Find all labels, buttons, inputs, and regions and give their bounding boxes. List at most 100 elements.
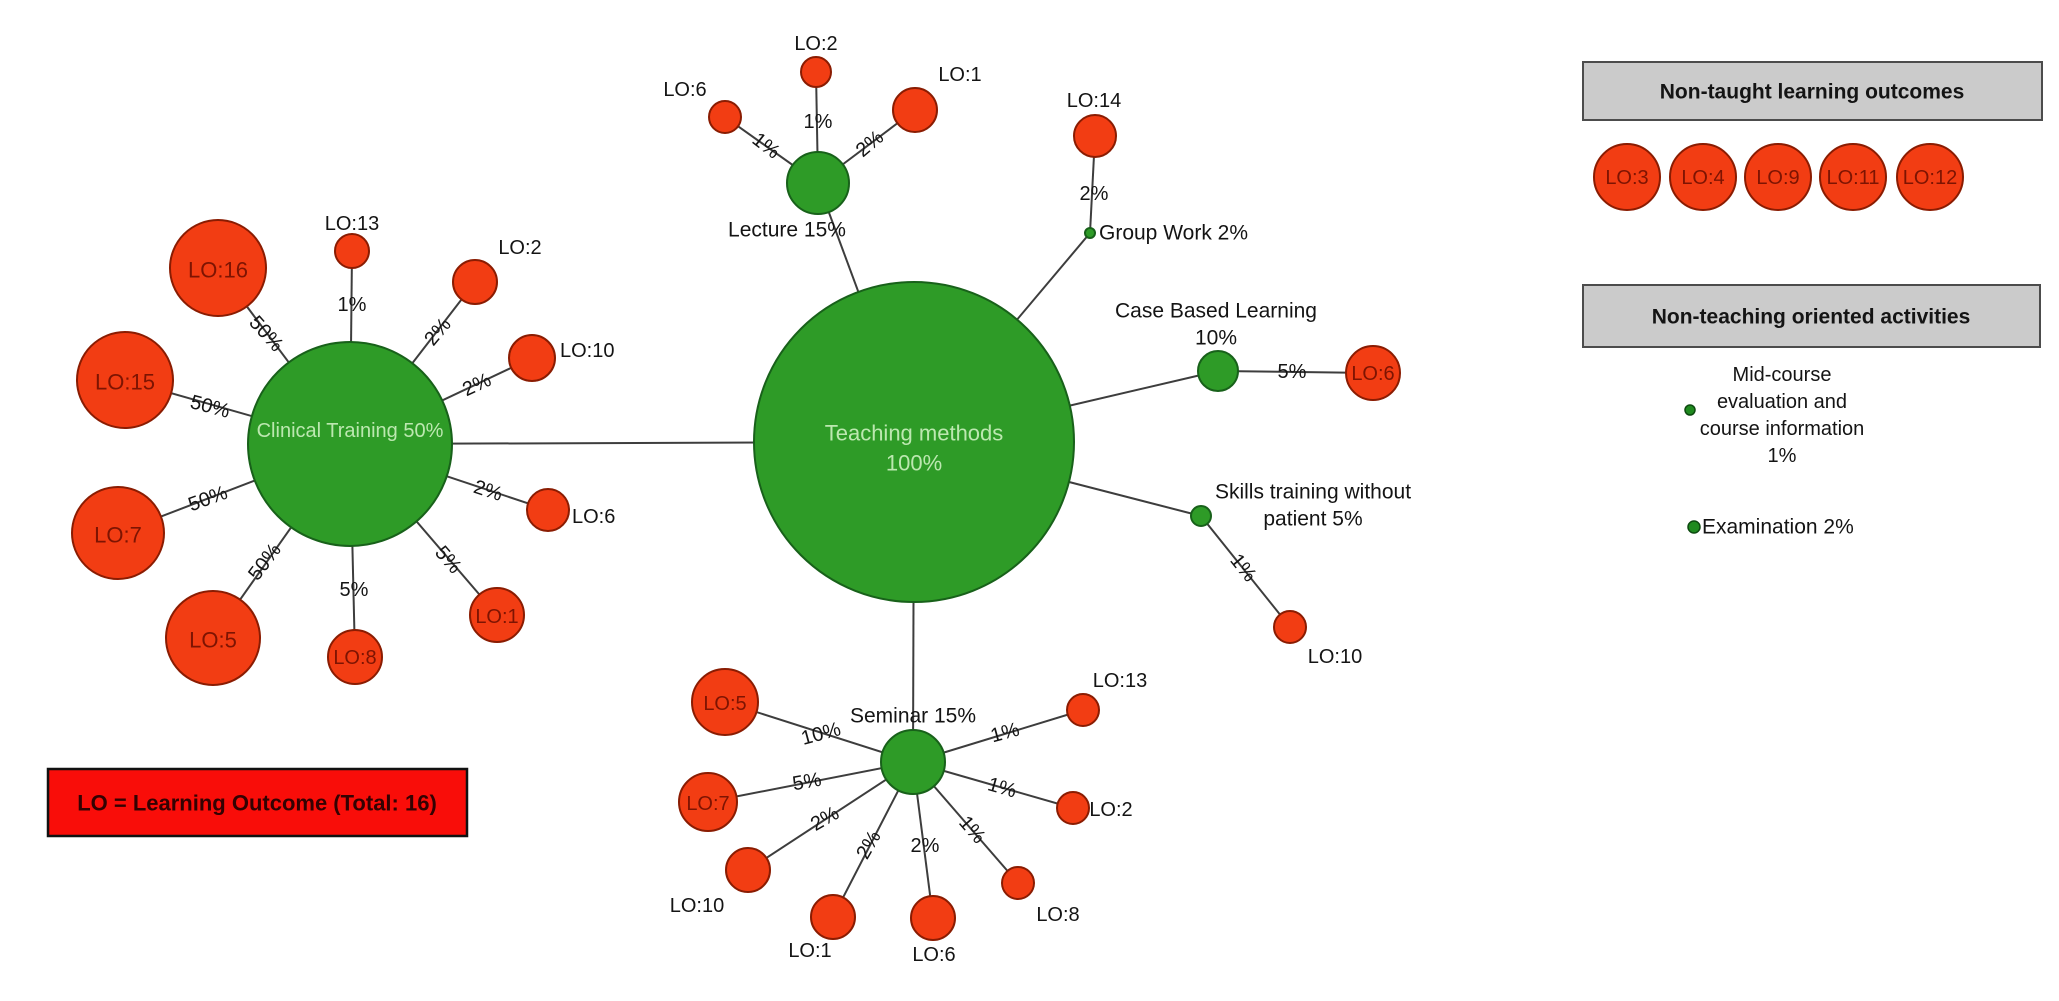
node-skills-training (1190, 505, 1212, 527)
lecture-lo1-label: LO:1 (938, 64, 981, 86)
examination-label: Examination 2% (1702, 516, 1854, 539)
clinical-lo8-label: LO:8 (333, 647, 376, 669)
seminar-lo6-label: LO:6 (912, 944, 955, 966)
skills-label-line2: patient 5% (1263, 508, 1362, 531)
seminar-lo10-label: LO:10 (670, 895, 724, 917)
node-clinical-lo16 (169, 219, 267, 317)
node-seminar-lo7 (678, 772, 738, 832)
node-non-taught-lo12 (1896, 143, 1964, 211)
node-clinical-training (247, 341, 453, 547)
seminar-lo5-label: LO:5 (703, 693, 746, 715)
non-taught-title: Non-taught learning outcomes (1660, 81, 1965, 104)
pct-clinical-lo5: 50% (244, 539, 286, 584)
non-taught-lo12-label: LO:12 (1903, 167, 1957, 189)
pct-clinical-lo13: 1% (338, 294, 367, 316)
node-seminar-lo13 (1066, 693, 1100, 727)
node-lecture-lo1 (892, 87, 938, 133)
pct-case-based-lo6: 5% (1278, 361, 1307, 383)
pct-seminar-lo10: 2% (807, 802, 843, 836)
pct-clinical-lo16: 50% (244, 312, 287, 357)
node-seminar-lo10 (725, 847, 771, 893)
mid-course-line3: course information (1700, 418, 1865, 440)
pct-seminar-lo8: 1% (954, 812, 990, 848)
mid-course-line1: Mid-course (1733, 364, 1832, 386)
pct-seminar-lo5: 10% (799, 718, 844, 750)
node-case-based-lo6 (1345, 345, 1401, 401)
node-seminar-lo5 (691, 668, 759, 736)
node-case-based-learning (1197, 350, 1239, 392)
clinical-lo10-label: LO:10 (560, 340, 614, 362)
non-teaching-title: Non-teaching oriented activities (1652, 306, 1971, 329)
legend: LO = Learning Outcome (Total: 16) (46, 767, 469, 838)
pct-clinical-lo15: 50% (188, 391, 233, 423)
skills-label-line1: Skills training without (1215, 481, 1411, 504)
node-group-work-lo14 (1073, 114, 1117, 158)
node-teaching-methods (753, 281, 1075, 603)
seminar-lo1-label: LO:1 (788, 940, 831, 962)
pct-seminar-lo6: 2% (911, 835, 940, 857)
clinical-lo1-label: LO:1 (475, 606, 518, 628)
node-lecture-lo6 (708, 100, 742, 134)
node-non-taught-lo11 (1819, 143, 1887, 211)
clinical-lo6-label: LO:6 (572, 506, 615, 528)
clinical-lo13-label: LO:13 (325, 213, 379, 235)
clinical-lo16-label: LO:16 (188, 258, 248, 283)
legend-text: LO = Learning Outcome (Total: 16) (77, 791, 437, 816)
nodes (71, 56, 1401, 941)
clinical-training-label: Clinical Training 50% (257, 420, 444, 442)
node-lecture (786, 151, 850, 215)
node-clinical-lo10 (508, 334, 556, 382)
group-work-lo14-label: LO:14 (1067, 90, 1121, 112)
node-clinical-lo6 (526, 488, 570, 532)
node-seminar (880, 729, 946, 795)
edge-skills-lo10 (1200, 515, 1291, 628)
node-non-taught-lo3 (1593, 143, 1661, 211)
node-clinical-lo8 (327, 629, 383, 685)
case-based-label-line2: 10% (1195, 327, 1237, 350)
node-clinical-lo2 (452, 259, 498, 305)
non-taught-lo3-label: LO:3 (1605, 167, 1648, 189)
pct-seminar-lo1: 2% (852, 827, 886, 863)
mid-course-dot (1684, 404, 1696, 416)
seminar-lo7-label: LO:7 (686, 793, 729, 815)
lecture-lo2-label: LO:2 (794, 33, 837, 55)
non-taught-header-box (1582, 61, 2043, 121)
clinical-lo5-label: LO:5 (189, 628, 237, 653)
node-skills-lo10 (1273, 610, 1307, 644)
node-seminar-lo2 (1056, 791, 1090, 825)
node-non-taught-lo4 (1669, 143, 1737, 211)
seminar-lo13-label: LO:13 (1093, 670, 1147, 692)
examination-dot (1687, 520, 1701, 534)
node-clinical-lo7 (71, 486, 165, 580)
node-seminar-lo6 (910, 895, 956, 941)
node-clinical-lo1 (469, 587, 525, 643)
legend-box (46, 767, 469, 838)
seminar-lo2-label: LO:2 (1089, 799, 1132, 821)
node-clinical-lo15 (76, 331, 174, 429)
seminar-lo8-label: LO:8 (1036, 904, 1079, 926)
clinical-lo2-label: LO:2 (498, 237, 541, 259)
hub-label-line1: Teaching methods (825, 421, 1004, 446)
pct-group-work-lo14: 2% (1080, 183, 1109, 205)
node-clinical-lo13 (334, 233, 370, 269)
panel-non-teaching: Non-teaching oriented activities Mid-cou… (1582, 284, 2041, 539)
edge-seminar-lo7 (707, 761, 914, 803)
node-seminar-lo1 (810, 894, 856, 940)
node-group-work (1084, 227, 1096, 239)
non-taught-lo4-label: LO:4 (1681, 167, 1724, 189)
non-taught-lo11-label: LO:11 (1827, 167, 1880, 189)
case-based-label-line1: Case Based Learning (1115, 300, 1317, 323)
hub-label-line2: 100% (886, 451, 942, 476)
pct-clinical-lo8: 5% (340, 579, 369, 601)
node-labels: Teaching methods 100% Clinical Training … (94, 33, 1411, 966)
pct-clinical-lo10: 2% (459, 369, 495, 401)
non-taught-lo9-label: LO:9 (1756, 167, 1799, 189)
non-teaching-header-box (1582, 284, 2041, 348)
seminar-label: Seminar 15% (850, 705, 976, 728)
pct-seminar-lo13: 1% (988, 719, 1022, 748)
lecture-lo6-label: LO:6 (663, 79, 706, 101)
case-based-lo6-label: LO:6 (1351, 363, 1394, 385)
node-lecture-lo2 (800, 56, 832, 88)
